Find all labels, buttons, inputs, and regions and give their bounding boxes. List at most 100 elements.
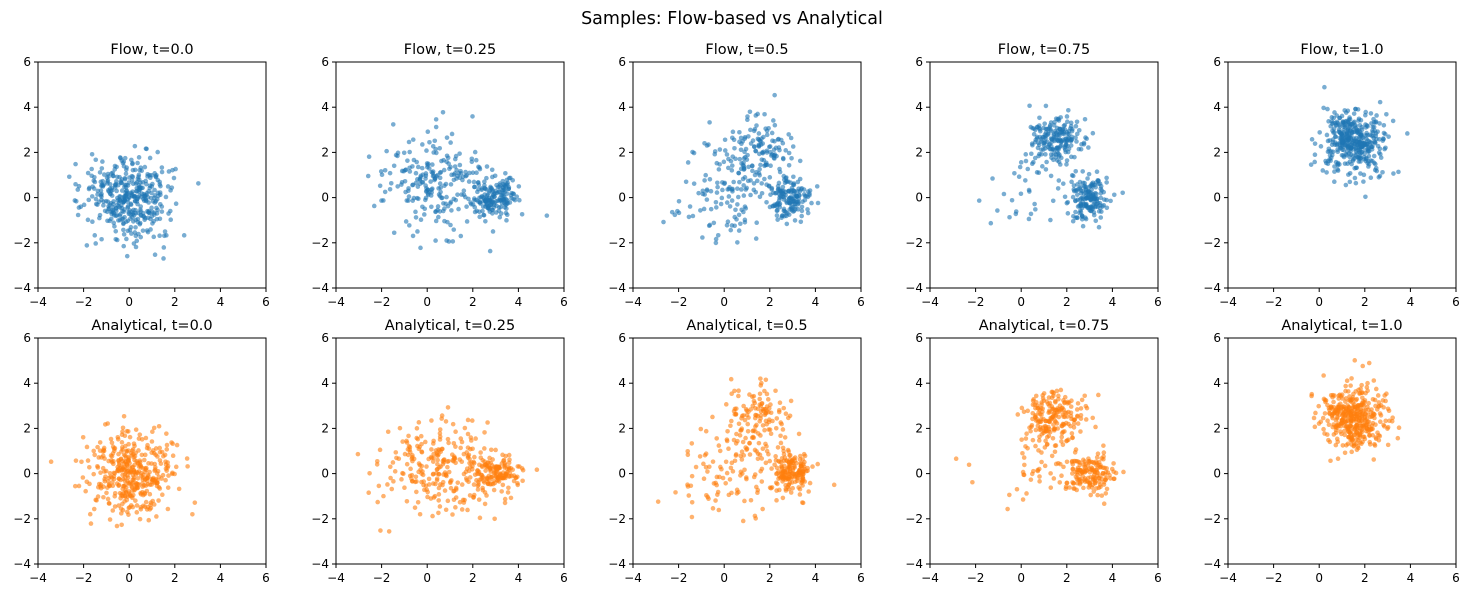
data-point xyxy=(777,147,782,153)
data-point xyxy=(1070,194,1076,200)
data-point xyxy=(708,188,714,194)
data-point xyxy=(100,178,106,184)
data-point xyxy=(122,182,128,188)
data-point xyxy=(135,160,140,166)
data-point xyxy=(426,161,431,167)
data-point xyxy=(741,209,746,215)
data-point xyxy=(1027,189,1032,194)
data-point xyxy=(1332,179,1337,185)
data-point xyxy=(1065,119,1070,124)
data-point xyxy=(781,458,787,464)
data-point xyxy=(1354,396,1360,402)
data-point xyxy=(739,161,744,166)
data-point xyxy=(416,420,422,425)
data-point xyxy=(457,151,462,156)
data-point xyxy=(745,428,751,434)
x-tick-label: 6 xyxy=(262,295,270,309)
data-point xyxy=(498,471,503,477)
data-point xyxy=(1005,506,1010,512)
data-point xyxy=(698,208,703,213)
data-point xyxy=(1331,399,1336,405)
subplot-title: Flow, t=0.25 xyxy=(404,42,496,58)
data-point xyxy=(749,163,755,169)
data-point xyxy=(724,152,730,157)
data-point xyxy=(1366,360,1372,366)
data-point xyxy=(1088,474,1093,480)
data-point xyxy=(443,201,449,207)
data-point xyxy=(805,189,811,194)
data-point xyxy=(120,501,125,507)
y-tick-label: 6 xyxy=(23,55,31,69)
data-point xyxy=(419,165,425,171)
data-point xyxy=(787,413,793,419)
x-tick-label: 4 xyxy=(217,571,225,585)
data-point xyxy=(440,109,446,115)
data-point xyxy=(1024,491,1029,496)
data-point xyxy=(1076,128,1082,133)
data-point xyxy=(477,195,482,201)
data-point xyxy=(701,476,707,482)
data-point xyxy=(84,444,90,450)
data-point xyxy=(427,140,432,145)
data-point xyxy=(730,154,736,159)
data-point xyxy=(85,458,91,463)
data-point xyxy=(1020,497,1026,502)
data-point xyxy=(149,214,155,219)
data-point xyxy=(1071,183,1077,188)
data-point xyxy=(791,174,796,180)
data-point xyxy=(1112,476,1117,482)
data-point xyxy=(701,206,707,212)
data-point xyxy=(1027,103,1032,109)
data-point xyxy=(767,427,773,432)
data-point xyxy=(477,209,482,215)
data-point xyxy=(109,440,115,446)
y-tick-label: 0 xyxy=(915,467,923,481)
data-point xyxy=(109,171,114,176)
data-point xyxy=(114,202,120,208)
data-point xyxy=(759,157,765,162)
data-point xyxy=(1334,113,1340,118)
data-point xyxy=(717,162,722,167)
data-point xyxy=(113,206,119,211)
data-point xyxy=(425,494,430,500)
data-point xyxy=(1071,458,1077,464)
data-point xyxy=(417,511,423,517)
data-point xyxy=(85,170,91,176)
data-point xyxy=(384,148,389,154)
data-point xyxy=(1019,405,1025,411)
data-point xyxy=(807,480,813,486)
data-point xyxy=(144,465,149,471)
data-point xyxy=(407,447,412,453)
data-point xyxy=(1385,406,1391,412)
data-point xyxy=(414,426,420,431)
data-point xyxy=(1091,212,1097,218)
data-point xyxy=(476,482,481,487)
data-point xyxy=(787,457,793,462)
data-point xyxy=(1059,473,1064,479)
data-point xyxy=(507,473,512,479)
data-point xyxy=(752,126,758,132)
data-point xyxy=(718,201,724,207)
data-point xyxy=(113,181,119,187)
data-point xyxy=(1371,153,1377,159)
data-point xyxy=(1356,127,1362,133)
data-point xyxy=(134,481,139,487)
data-point xyxy=(1094,470,1100,475)
data-point xyxy=(161,453,166,459)
data-point xyxy=(1039,431,1045,437)
data-point xyxy=(805,468,810,474)
data-point xyxy=(87,185,92,191)
data-point xyxy=(690,149,695,155)
data-point xyxy=(1042,132,1048,137)
data-point xyxy=(1368,175,1374,180)
data-point xyxy=(125,204,131,209)
data-point xyxy=(739,416,744,421)
data-point xyxy=(1083,479,1088,484)
scatter-points xyxy=(48,413,198,529)
data-point xyxy=(1082,116,1088,122)
data-point xyxy=(128,216,133,221)
data-point xyxy=(774,488,779,493)
data-point xyxy=(464,219,470,224)
data-point xyxy=(788,135,794,141)
data-point xyxy=(429,418,434,423)
